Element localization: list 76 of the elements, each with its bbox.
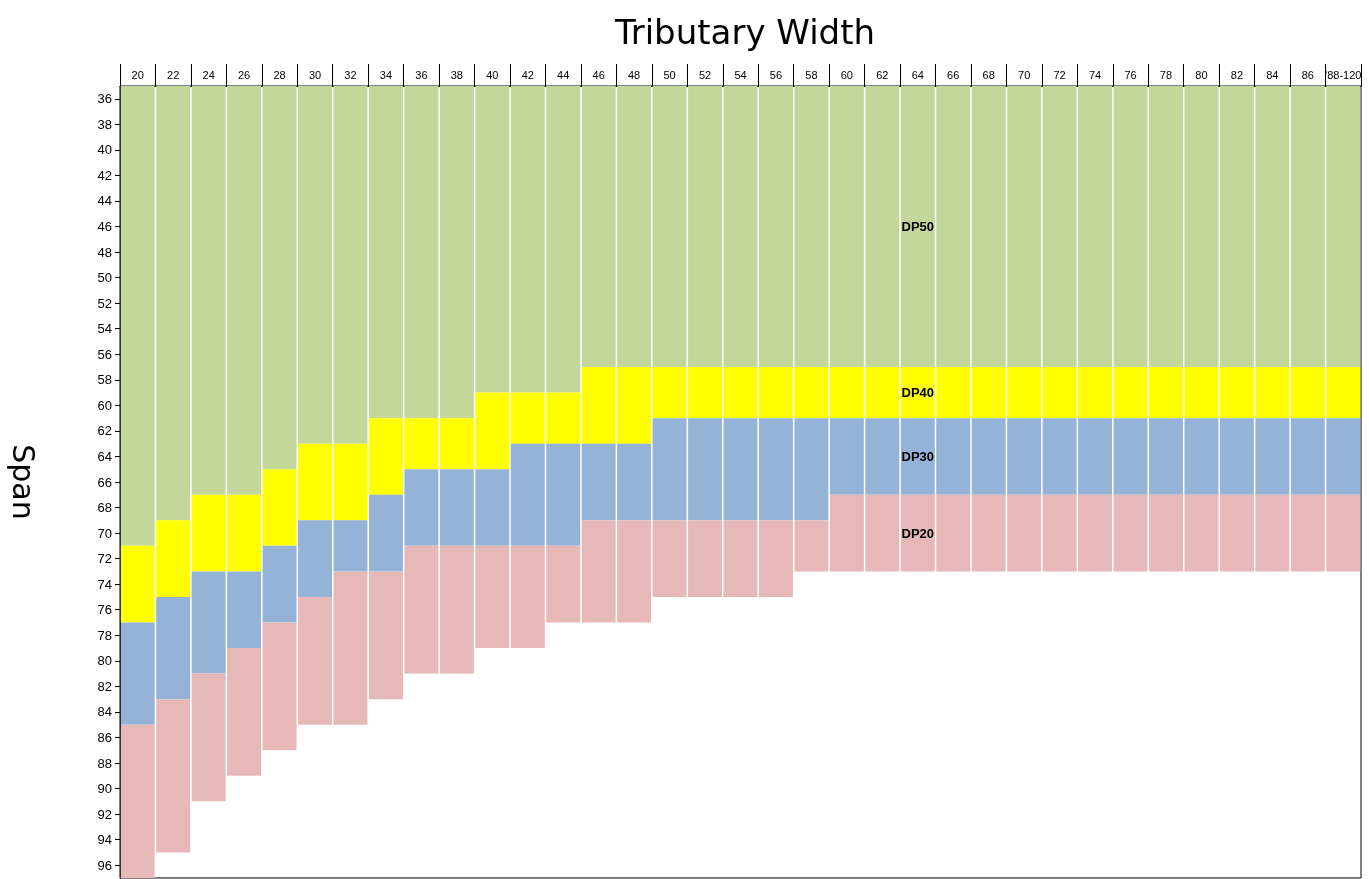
y-tick-label: 38 <box>97 116 112 132</box>
y-tick-label: 52 <box>97 295 112 311</box>
x-tick-label: 38 <box>450 68 463 81</box>
x-tick-label: 24 <box>202 68 215 81</box>
x-tick-label: 62 <box>876 68 889 81</box>
x-tick-label: 72 <box>1053 68 1066 81</box>
y-tick-label: 48 <box>97 244 112 260</box>
x-tick-label: 34 <box>379 68 393 81</box>
x-tick-label: 80 <box>1195 68 1208 81</box>
y-tick-label: 70 <box>97 525 112 541</box>
y-tick-label: 56 <box>97 346 112 362</box>
x-tick-label: 60 <box>840 68 853 81</box>
y-tick-label: 68 <box>97 500 112 516</box>
x-tick-label: 86 <box>1301 68 1314 81</box>
x-tick-label: 68 <box>982 68 995 81</box>
x-tick-label: 84 <box>1266 68 1279 81</box>
y-tick-label: 74 <box>97 576 112 592</box>
x-tick-label: 82 <box>1230 68 1244 81</box>
y-tick-label: 40 <box>97 142 112 158</box>
y-tick-label: 88 <box>97 755 112 771</box>
x-tick-label: 54 <box>734 68 747 81</box>
y-tick-label: 80 <box>97 653 112 669</box>
y-tick-label: 94 <box>97 832 112 848</box>
x-tick-label: 66 <box>947 68 960 81</box>
y-tick-label: 90 <box>97 781 112 797</box>
x-tick-label: 76 <box>1124 68 1137 81</box>
bar <box>723 418 758 521</box>
y-tick-label: 54 <box>97 321 112 337</box>
x-tick-label: 22 <box>167 68 180 81</box>
y-tick-label: 86 <box>97 729 112 745</box>
x-tick-label: 36 <box>415 68 428 81</box>
x-tick-label: 32 <box>344 68 357 81</box>
y-tick-label: 66 <box>97 474 112 490</box>
y-tick-label: 36 <box>97 91 112 107</box>
x-tick-label: 26 <box>237 68 251 81</box>
y-tick-label: 84 <box>97 704 112 720</box>
series-label: DP40 <box>901 385 935 401</box>
bar <box>723 86 758 368</box>
bar <box>723 520 758 597</box>
y-tick-label: 58 <box>97 372 112 388</box>
chart-title: Tributary Width <box>613 12 876 52</box>
y-tick-label: 50 <box>97 270 112 286</box>
y-tick-label: 82 <box>97 678 112 694</box>
y-tick-label: 46 <box>97 219 112 235</box>
y-tick-label: 96 <box>97 857 112 873</box>
series-label: DP50 <box>901 219 935 235</box>
x-tick-label: '88-120 <box>1325 68 1362 81</box>
y-tick-label: 78 <box>97 627 112 643</box>
x-tick-label: 40 <box>486 68 499 81</box>
series-label: DP30 <box>901 448 935 464</box>
y-tick-label: 62 <box>97 423 112 439</box>
x-tick-label: 30 <box>308 68 322 81</box>
y-tick-label: 42 <box>97 167 112 183</box>
y-tick-label: 44 <box>97 193 112 209</box>
x-tick-label: 50 <box>663 68 676 81</box>
x-tick-label: 52 <box>698 68 712 81</box>
y-tick-label: 92 <box>97 806 112 822</box>
y-tick-label: 76 <box>97 602 112 618</box>
x-tick-label: 28 <box>273 68 286 81</box>
y-tick-label: 60 <box>97 397 112 413</box>
y-axis-title: Span <box>5 444 41 520</box>
bar <box>723 367 758 419</box>
series-label: DP20 <box>901 525 935 541</box>
x-tick-label: 20 <box>131 68 144 81</box>
x-tick-label: 70 <box>1018 68 1031 81</box>
x-tick-label: 46 <box>592 68 605 81</box>
x-tick-label: 56 <box>769 68 783 81</box>
y-tick-label: 64 <box>97 448 112 464</box>
x-tick-label: 64 <box>911 68 924 81</box>
x-tick-label: 48 <box>628 68 641 81</box>
x-tick-label: 42 <box>521 68 534 81</box>
x-tick-label: 78 <box>1159 68 1173 81</box>
y-tick-label: 72 <box>97 551 112 567</box>
x-tick-label: 74 <box>1088 68 1102 81</box>
x-tick-label: 58 <box>805 68 818 81</box>
x-tick-label: 44 <box>557 68 570 81</box>
